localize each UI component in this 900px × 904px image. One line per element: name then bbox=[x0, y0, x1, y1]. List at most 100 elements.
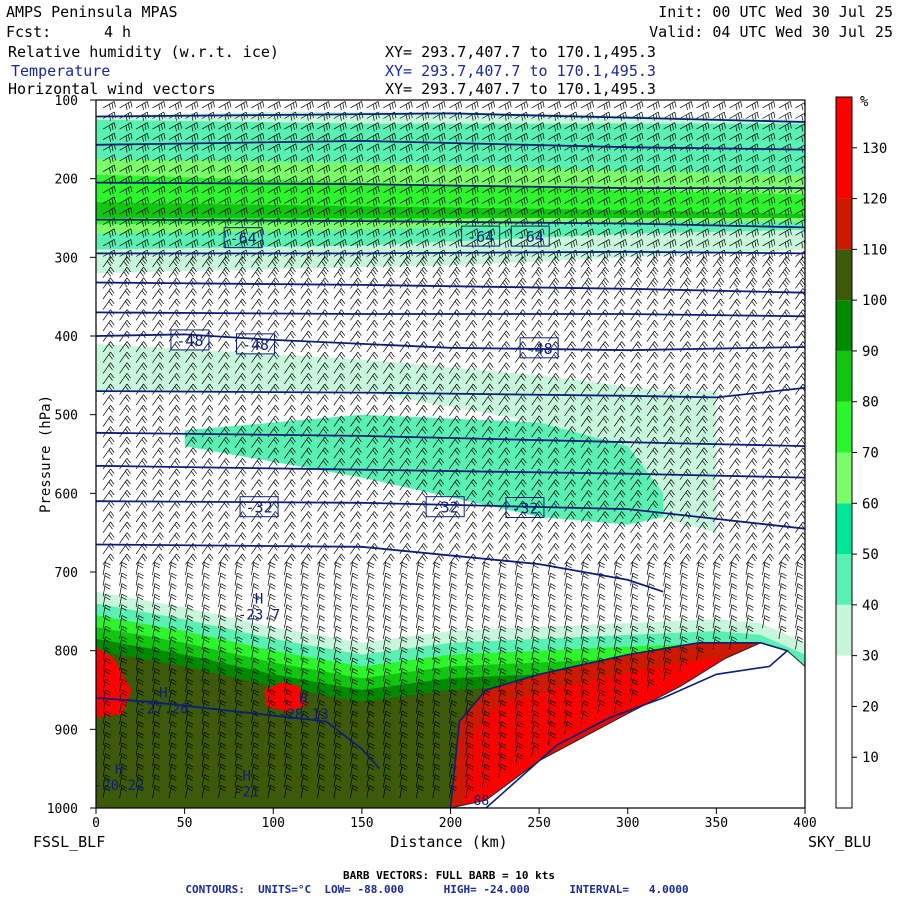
wind-barb bbox=[482, 164, 496, 174]
wind-barb bbox=[218, 511, 230, 523]
wind-barb bbox=[646, 373, 659, 385]
wind-barb bbox=[300, 721, 309, 735]
wind-barb bbox=[465, 132, 479, 143]
wind-barb bbox=[531, 572, 540, 586]
wind-barb bbox=[300, 351, 313, 363]
wind-barb bbox=[712, 458, 725, 470]
wind-barb bbox=[300, 154, 314, 164]
wind-barb bbox=[350, 256, 362, 268]
wind-barb bbox=[613, 228, 627, 238]
wind-barb bbox=[778, 101, 792, 111]
wind-barb bbox=[168, 468, 181, 480]
wind-barb bbox=[119, 561, 128, 576]
wind-barb bbox=[432, 532, 445, 544]
wind-barb bbox=[481, 288, 494, 300]
wind-barb bbox=[679, 122, 693, 132]
wind-barb bbox=[449, 239, 463, 249]
wind-barb bbox=[201, 710, 210, 724]
wind-barb bbox=[564, 593, 573, 608]
wind-barb bbox=[465, 330, 478, 342]
wind-barb bbox=[168, 521, 181, 533]
wind-barb bbox=[185, 185, 199, 196]
wind-barb bbox=[185, 447, 197, 459]
wind-barb bbox=[168, 710, 177, 724]
wind-barb bbox=[317, 351, 329, 363]
wind-barb bbox=[350, 458, 362, 470]
wind-barb bbox=[284, 132, 298, 143]
wind-barb bbox=[317, 266, 329, 278]
wind-barb bbox=[745, 266, 758, 278]
wind-barb bbox=[284, 101, 298, 111]
wind-barb bbox=[531, 266, 543, 278]
wind-barb bbox=[515, 217, 529, 227]
wind-barb bbox=[515, 101, 529, 111]
wind-barb bbox=[102, 657, 111, 671]
wind-barb bbox=[498, 239, 512, 249]
wind-barb bbox=[119, 351, 131, 363]
wind-barb bbox=[350, 604, 359, 618]
wind-barb bbox=[152, 731, 161, 746]
wind-barb bbox=[251, 763, 260, 777]
wind-barb bbox=[135, 636, 144, 650]
wind-barb bbox=[317, 521, 329, 533]
wind-barb bbox=[102, 175, 116, 185]
wind-barb bbox=[218, 404, 230, 417]
wind-barb bbox=[547, 511, 560, 523]
wind-barb bbox=[119, 362, 131, 374]
wind-barb bbox=[251, 394, 263, 406]
wind-barb bbox=[547, 256, 560, 268]
wind-barb bbox=[234, 394, 247, 406]
wind-barb bbox=[597, 543, 609, 555]
wind-barb bbox=[762, 132, 776, 143]
wind-barb bbox=[201, 447, 214, 459]
wind-barb bbox=[135, 489, 148, 502]
wind-barb bbox=[185, 362, 197, 374]
wind-barb bbox=[482, 185, 496, 196]
wind-barb bbox=[234, 774, 243, 788]
wind-barb bbox=[531, 132, 545, 143]
wind-barb bbox=[267, 479, 280, 491]
wind-barb bbox=[234, 572, 243, 586]
wind-barb bbox=[729, 404, 741, 417]
wind-barb bbox=[432, 122, 446, 132]
wind-barb bbox=[547, 583, 556, 597]
wind-barb bbox=[547, 298, 560, 310]
wind-barb bbox=[415, 689, 424, 703]
colorbar-swatch bbox=[836, 350, 852, 402]
wind-barb bbox=[795, 239, 805, 249]
wind-barb bbox=[498, 266, 511, 279]
wind-barb bbox=[317, 362, 329, 374]
wind-barb bbox=[366, 132, 380, 143]
wind-barb bbox=[514, 330, 527, 342]
y-axis-title: Pressure (hPa) bbox=[38, 395, 54, 513]
contour-label: -48 bbox=[526, 340, 553, 358]
wind-barb bbox=[432, 362, 445, 374]
wind-barb bbox=[613, 404, 626, 417]
wind-barb bbox=[646, 298, 659, 310]
wind-barb bbox=[432, 277, 445, 289]
wind-barb bbox=[679, 489, 692, 502]
wind-barb bbox=[366, 436, 379, 448]
wind-barb bbox=[481, 404, 494, 417]
wind-barb bbox=[696, 154, 710, 164]
wind-barb bbox=[350, 753, 359, 767]
wind-barb bbox=[547, 373, 560, 385]
wind-barb bbox=[152, 625, 161, 639]
forecast-label: Fcst: bbox=[6, 23, 51, 41]
wind-barb bbox=[135, 615, 144, 629]
wind-barb bbox=[119, 394, 131, 406]
wind-barb bbox=[102, 288, 115, 300]
wind-barb bbox=[168, 228, 182, 238]
wind-barb bbox=[234, 288, 247, 300]
wind-barb bbox=[300, 553, 313, 565]
wind-barb bbox=[448, 646, 457, 661]
wind-barb bbox=[778, 593, 787, 608]
wind-barb bbox=[762, 511, 774, 523]
wind-barb bbox=[284, 373, 296, 385]
wind-barb bbox=[135, 383, 148, 395]
wind-barb bbox=[185, 101, 199, 111]
wind-barb bbox=[514, 543, 527, 555]
wind-barb bbox=[284, 319, 296, 332]
right-endpoint-label: SKY_BLU bbox=[808, 833, 871, 851]
wind-barb bbox=[218, 774, 227, 788]
